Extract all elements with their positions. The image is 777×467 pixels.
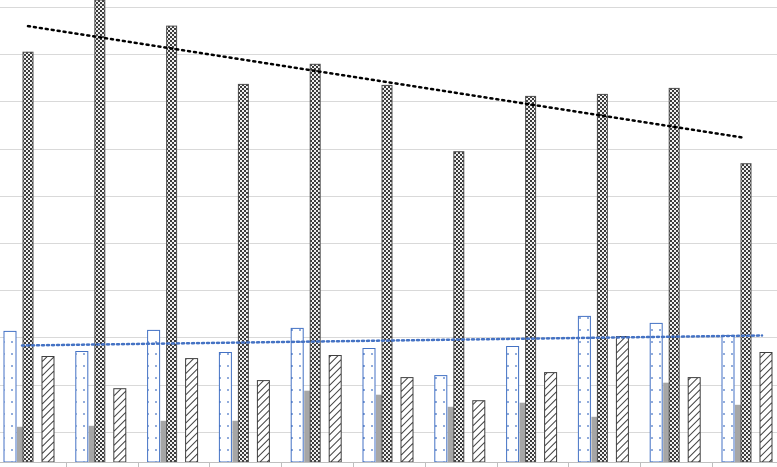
- bar-series-4-cat-5: [328, 355, 342, 463]
- bar-series-4-cat-6: [400, 377, 414, 463]
- bar-series-4-cat-7: [472, 400, 486, 463]
- bar-series-4-cat-1: [41, 356, 55, 463]
- bar-series-1-cat-7: [434, 375, 448, 463]
- bar-series-3-cat-10: [668, 87, 680, 463]
- trend-layer: [20, 24, 764, 347]
- trendline-series-1: [20, 334, 764, 347]
- bar-series-3-cat-9: [596, 93, 608, 463]
- bar-series-1-cat-6: [362, 348, 376, 463]
- bar-series-4-cat-10: [687, 377, 701, 463]
- bar-series-3-cat-7: [453, 151, 465, 463]
- bar-series-1-cat-11: [721, 335, 735, 463]
- bar-series-4-cat-2: [113, 388, 127, 463]
- bar-series-3-cat-3: [166, 25, 178, 463]
- bar-series-1-cat-1: [3, 330, 17, 463]
- bar-series-3-cat-8: [525, 95, 537, 463]
- bars-layer: [3, 0, 773, 463]
- axis-layer: [0, 462, 777, 467]
- bar-series-4-cat-9: [615, 336, 629, 463]
- bar-series-1-cat-8: [506, 346, 520, 463]
- bar-series-1-cat-5: [290, 327, 304, 463]
- bar-series-4-cat-3: [185, 358, 199, 463]
- trendline-series-3: [26, 24, 745, 139]
- bar-series-3-cat-5: [309, 63, 321, 463]
- bar-series-3-cat-2: [94, 0, 106, 463]
- bar-series-3-cat-11: [740, 163, 752, 463]
- bar-series-1-cat-3: [147, 329, 161, 463]
- bar-series-1-cat-2: [75, 351, 89, 463]
- bar-series-4-cat-4: [256, 380, 270, 463]
- bar-series-1-cat-10: [649, 322, 663, 463]
- bar-series-4-cat-8: [544, 372, 558, 463]
- bar-series-3-cat-4: [237, 83, 249, 463]
- bar-series-3-cat-1: [22, 51, 34, 463]
- bar-series-3-cat-6: [381, 84, 393, 463]
- bar-series-1-cat-4: [218, 352, 232, 463]
- bar-series-4-cat-11: [759, 352, 773, 463]
